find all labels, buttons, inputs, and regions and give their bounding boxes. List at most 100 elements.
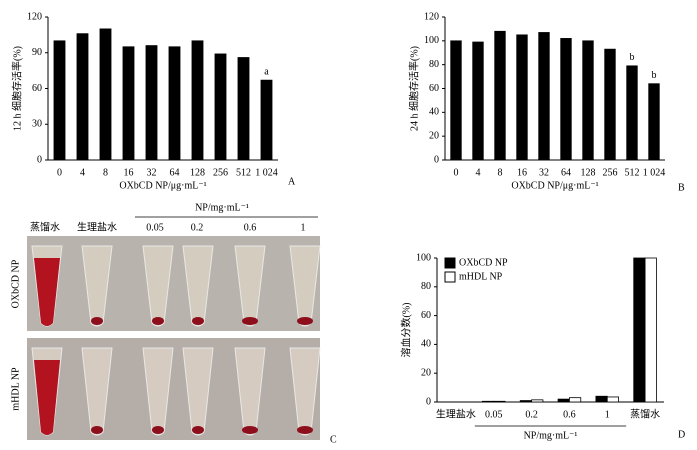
column-label: 0.6 bbox=[244, 222, 257, 233]
panel-letter: D bbox=[678, 429, 685, 440]
x-tick-label: 蒸馏水 bbox=[630, 407, 660, 420]
x-tick-label: 4 bbox=[80, 167, 85, 178]
legend-swatch bbox=[444, 257, 456, 269]
bar bbox=[237, 57, 250, 161]
pellet bbox=[91, 426, 103, 434]
x-tick-label: 32 bbox=[539, 167, 549, 178]
pellet bbox=[152, 426, 164, 434]
bar bbox=[626, 65, 638, 161]
x-axis-label: OXbCD NP/μg·mL⁻¹ bbox=[511, 180, 598, 191]
x-tick-label: 32 bbox=[147, 167, 157, 178]
x-tick-label: 256 bbox=[603, 167, 618, 178]
column-label: 生理盐水 bbox=[77, 220, 117, 233]
y-tick-label: 90 bbox=[32, 47, 42, 58]
y-tick-label: 80 bbox=[421, 281, 431, 292]
x-tick-label: 0 bbox=[454, 167, 459, 178]
column-label: 蒸馏水 bbox=[30, 220, 60, 233]
blood bbox=[34, 360, 60, 435]
y-tick-label: 0 bbox=[426, 396, 431, 407]
pellet bbox=[91, 317, 103, 325]
bar bbox=[557, 398, 570, 403]
column-label: 0.05 bbox=[146, 222, 164, 233]
panel-letter: B bbox=[678, 182, 685, 193]
bar bbox=[122, 46, 135, 161]
x-tick-label: 128 bbox=[581, 167, 596, 178]
x-tick-label: 8 bbox=[103, 167, 108, 178]
bar bbox=[53, 40, 66, 161]
bar bbox=[493, 400, 506, 403]
pellet bbox=[192, 426, 204, 434]
x-tick-label: 16 bbox=[124, 167, 134, 178]
legend-label: mHDL NP bbox=[459, 271, 503, 282]
y-tick-label: 60 bbox=[32, 83, 42, 94]
x-tick-label: 生理盐水 bbox=[436, 407, 476, 420]
tube bbox=[81, 347, 113, 436]
bar bbox=[582, 40, 594, 161]
photo-row bbox=[27, 236, 320, 331]
legend-swatch bbox=[444, 271, 456, 283]
bar bbox=[604, 48, 616, 161]
y-tick-label: 40 bbox=[429, 107, 439, 118]
bar bbox=[519, 400, 532, 403]
tube bbox=[182, 245, 214, 327]
bar bbox=[606, 396, 620, 403]
y-tick-label: 40 bbox=[421, 339, 431, 350]
tube bbox=[142, 245, 174, 327]
x-axis-label: OXbCD NP/μg·mL⁻¹ bbox=[119, 180, 206, 191]
bar bbox=[472, 41, 484, 161]
bar bbox=[191, 40, 204, 161]
annotation: b bbox=[652, 70, 657, 81]
x-tick-label: 64 bbox=[561, 167, 571, 178]
pellet bbox=[297, 426, 313, 434]
pellet bbox=[297, 317, 313, 325]
y-axis-label: 溶血分数(%) bbox=[399, 303, 412, 358]
bar bbox=[569, 397, 582, 403]
y-tick-label: 100 bbox=[416, 252, 431, 263]
x-tick-label: 128 bbox=[190, 167, 205, 178]
annotation: b bbox=[630, 52, 635, 63]
x-axis-label: NP/mg·mL⁻¹ bbox=[524, 430, 578, 441]
y-tick-label: 100 bbox=[424, 35, 439, 46]
x-tick-label: 64 bbox=[170, 167, 180, 178]
y-tick-label: 20 bbox=[429, 130, 439, 141]
bar bbox=[644, 257, 657, 403]
y-axis-label: 24 h 细胞存活率(%) bbox=[407, 46, 420, 131]
pellet bbox=[242, 317, 258, 325]
y-tick-label: 0 bbox=[434, 154, 439, 165]
blood bbox=[34, 258, 60, 326]
panel-letter: A bbox=[288, 176, 296, 187]
bar bbox=[494, 30, 506, 161]
bar bbox=[450, 40, 462, 161]
bar bbox=[168, 46, 181, 161]
x-tick-label: 0 bbox=[57, 167, 62, 178]
tube bbox=[182, 347, 214, 436]
bar bbox=[560, 38, 572, 161]
tube bbox=[81, 245, 113, 327]
x-tick-label: 1 024 bbox=[643, 167, 666, 178]
bar bbox=[516, 34, 528, 161]
tubes bbox=[31, 245, 321, 436]
y-tick-label: 60 bbox=[421, 310, 431, 321]
x-tick-label: 0.05 bbox=[485, 409, 503, 420]
pellet bbox=[152, 317, 164, 325]
bar bbox=[531, 399, 544, 403]
bar bbox=[145, 45, 158, 161]
y-tick-label: 60 bbox=[429, 83, 439, 94]
row-label: OXbCD NP bbox=[10, 259, 21, 308]
x-tick-label: 512 bbox=[236, 167, 251, 178]
y-axis-label: 12 h 细胞存活率(%) bbox=[10, 46, 23, 131]
pellet bbox=[192, 317, 204, 325]
bar bbox=[538, 32, 550, 161]
x-tick-label: 512 bbox=[625, 167, 640, 178]
x-tick-label: 0.6 bbox=[563, 409, 576, 420]
column-label: 0.2 bbox=[191, 222, 204, 233]
bar bbox=[76, 33, 89, 161]
column-label: 1 bbox=[301, 222, 306, 233]
panel-letter: C bbox=[330, 434, 337, 445]
x-tick-label: 256 bbox=[213, 167, 228, 178]
y-tick-label: 80 bbox=[429, 59, 439, 70]
pellet bbox=[242, 426, 258, 434]
annotation: a bbox=[264, 66, 269, 77]
photo-panel: 蒸馏水 生理盐水 NP/mg·mL⁻¹ 0.05 0.2 0.6 1 OXbCD… bbox=[10, 202, 337, 445]
